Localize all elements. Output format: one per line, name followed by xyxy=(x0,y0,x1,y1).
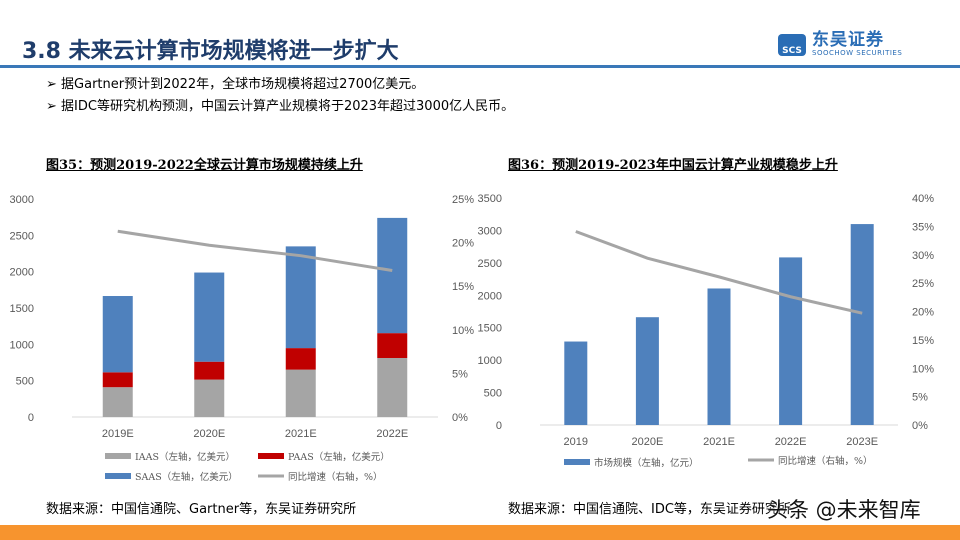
y-tick-label: 1500 xyxy=(10,303,34,315)
legend-label: 同比增速（右轴，%） xyxy=(778,455,873,467)
y2-tick-label: 20% xyxy=(452,238,474,250)
bar-市场规模 xyxy=(635,317,659,425)
y-tick-label: 2000 xyxy=(10,267,34,279)
y-tick-label: 3500 xyxy=(478,193,502,205)
bar-SAAS xyxy=(285,246,316,349)
y2-tick-label: 10% xyxy=(912,363,934,375)
bar-SAAS xyxy=(377,217,408,334)
chart2-title: 图36：预测2019-2023年中国云计算产业规模稳步上升 xyxy=(508,158,838,173)
growth-line xyxy=(117,229,393,272)
legend-swatch xyxy=(564,459,590,465)
y2-tick-label: 15% xyxy=(452,281,474,293)
bar-IAAS xyxy=(377,357,408,417)
y2-tick-label: 0% xyxy=(452,412,468,424)
bar-市场规模 xyxy=(850,224,874,425)
y-tick-label: 500 xyxy=(16,376,34,388)
y2-tick-label: 30% xyxy=(912,250,934,262)
y-tick-label: 2500 xyxy=(10,230,34,242)
y-tick-label: 0 xyxy=(496,420,502,432)
legend-swatch xyxy=(105,453,131,459)
y2-tick-label: 5% xyxy=(912,392,928,404)
legend-label: IAAS（左轴，亿美元） xyxy=(135,451,235,463)
y-tick-label: 2500 xyxy=(478,258,502,270)
bar-市场规模 xyxy=(779,257,803,425)
title-divider xyxy=(0,65,960,68)
y-tick-label: 1000 xyxy=(10,339,34,351)
x-tick-label: 2022E xyxy=(775,436,807,448)
bar-市场规模 xyxy=(564,341,588,425)
legend-swatch xyxy=(258,453,284,459)
soochow-logo: SCS 东吴证券 SOOCHOW SECURITIES xyxy=(778,32,902,57)
y-tick-label: 1000 xyxy=(478,355,502,367)
legend-label: 市场规模（左轴，亿元） xyxy=(594,457,699,469)
bar-PAAS xyxy=(102,372,133,388)
x-tick-label: 2022E xyxy=(376,428,408,440)
x-tick-label: 2019E xyxy=(102,428,134,440)
watermark: 头条 @未来智库 xyxy=(767,498,921,522)
footer-bar xyxy=(0,525,960,540)
bar-IAAS xyxy=(194,379,225,417)
y-tick-label: 1500 xyxy=(478,323,502,335)
x-tick-label: 2021E xyxy=(285,428,317,440)
legend-label: PAAS（左轴，亿美元） xyxy=(288,451,390,463)
y2-tick-label: 15% xyxy=(912,335,934,347)
y-tick-label: 3000 xyxy=(478,225,502,237)
logo-mark-icon: SCS xyxy=(778,33,806,56)
x-tick-label: 2020E xyxy=(193,428,225,440)
bullet-item: 据IDC等研究机构预测，中国云计算产业规模将于2023年超过3000亿人民币。 xyxy=(46,96,514,118)
x-tick-label: 2019 xyxy=(564,436,588,448)
chart1-title: 图35：预测2019-2022全球云计算市场规模持续上升 xyxy=(46,158,363,173)
x-tick-label: 2020E xyxy=(631,436,663,448)
bar-SAAS xyxy=(102,296,133,373)
bullet-list: 据Gartner预计到2022年，全球市场规模将超过2700亿美元。 据IDC等… xyxy=(46,74,514,118)
y2-tick-label: 35% xyxy=(912,221,934,233)
y2-tick-label: 5% xyxy=(452,368,468,380)
y-tick-label: 500 xyxy=(484,388,502,400)
bar-IAAS xyxy=(102,387,133,417)
bar-SAAS xyxy=(194,272,225,362)
bar-IAAS xyxy=(285,369,316,417)
page-title: 3.8 未来云计算市场规模将进一步扩大 xyxy=(22,39,399,64)
x-tick-label: 2023E xyxy=(846,436,878,448)
bar-PAAS xyxy=(194,361,225,380)
y-tick-label: 0 xyxy=(28,412,34,424)
y-tick-label: 3000 xyxy=(10,194,34,206)
y2-tick-label: 10% xyxy=(452,325,474,337)
legend-label: SAAS（左轴，亿美元） xyxy=(135,471,238,483)
logo-cn: 东吴证券 xyxy=(812,30,884,50)
legend-swatch xyxy=(105,473,131,479)
logo-en: SOOCHOW SECURITIES xyxy=(812,49,903,57)
y2-tick-label: 25% xyxy=(452,194,474,206)
bar-PAAS xyxy=(377,333,408,358)
chart1-source: 数据来源：中国信通院、Gartner等，东吴证券研究所 xyxy=(46,502,357,517)
bullet-item: 据Gartner预计到2022年，全球市场规模将超过2700亿美元。 xyxy=(46,74,514,96)
y2-tick-label: 20% xyxy=(912,307,934,319)
bar-PAAS xyxy=(285,348,316,370)
y2-tick-label: 0% xyxy=(912,420,928,432)
chart2-source: 数据来源：中国信通院、IDC等，东吴证券研究所 xyxy=(508,502,791,517)
bar-市场规模 xyxy=(707,288,731,425)
y-tick-label: 2000 xyxy=(478,290,502,302)
y2-tick-label: 40% xyxy=(912,193,934,205)
x-tick-label: 2021E xyxy=(703,436,735,448)
y2-tick-label: 25% xyxy=(912,278,934,290)
legend-label: 同比增速（右轴，%） xyxy=(288,471,383,483)
